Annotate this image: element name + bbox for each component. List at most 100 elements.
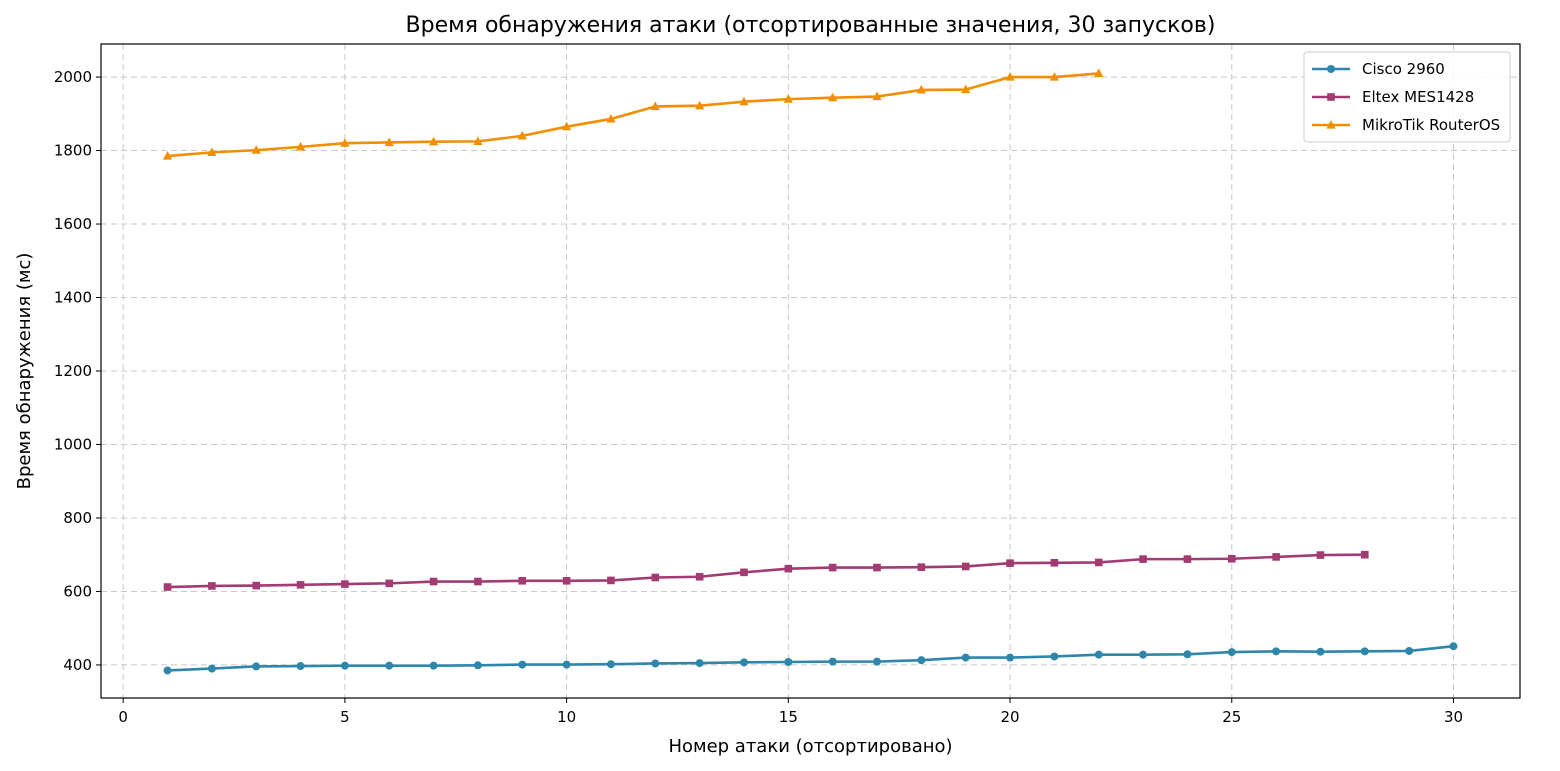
x-tick-label: 10: [557, 708, 576, 726]
y-tick-label: 1200: [54, 362, 92, 380]
data-point: [916, 84, 926, 94]
data-point: [607, 576, 615, 585]
data-point: [739, 658, 748, 667]
grid-lines: [101, 44, 1520, 698]
legend: Cisco 2960 Eltex MES1428 MikroTik RouterOS: [1303, 51, 1511, 143]
data-point: [739, 96, 749, 106]
data-point: [428, 136, 439, 146]
y-tick-label: 800: [63, 509, 92, 527]
data-point: [252, 581, 261, 590]
data-point: [341, 580, 349, 588]
data-point: [606, 660, 615, 669]
data-point: [783, 94, 793, 103]
data-point: [828, 657, 837, 666]
data-point: [518, 576, 527, 585]
data-point: [473, 661, 482, 670]
data-point: [562, 576, 571, 585]
legend-label: MikroTik RouterOS: [1362, 116, 1500, 134]
legend-marker: [1327, 65, 1335, 73]
data-point: [1006, 653, 1015, 662]
data-point: [207, 147, 217, 156]
data-point: [873, 657, 882, 666]
data-point: [695, 659, 704, 668]
series-line: [167, 72, 1099, 158]
data-point: [251, 145, 261, 154]
data-point: [1094, 68, 1104, 77]
data-point: [872, 91, 882, 101]
x-tick-label: 25: [1222, 708, 1241, 726]
data-point: [606, 113, 616, 123]
legend-box: [1303, 51, 1511, 143]
data-point: [518, 660, 527, 669]
legend-item: Cisco 2960: [1312, 60, 1445, 78]
data-point: [651, 659, 660, 668]
y-tick-label: 1000: [54, 435, 92, 453]
data-point: [1049, 72, 1059, 81]
data-point: [295, 141, 306, 151]
data-point: [828, 92, 838, 102]
data-point: [1272, 647, 1281, 656]
series-mikrotik-routeros: [162, 68, 1104, 160]
series-line: [167, 553, 1365, 589]
series-eltex-mes1428: [163, 550, 1369, 591]
y-tick-label: 1400: [54, 289, 92, 307]
data-point: [1360, 647, 1369, 656]
data-point: [1005, 72, 1015, 81]
data-point: [1316, 647, 1325, 656]
y-tick-label: 400: [63, 656, 92, 674]
data-point: [961, 84, 971, 94]
data-point: [873, 563, 881, 572]
data-point: [1272, 553, 1280, 561]
data-point: [163, 583, 172, 591]
data-point: [651, 573, 660, 582]
data-point: [474, 577, 482, 586]
legend-label: Eltex MES1428: [1362, 88, 1474, 106]
y-tick-label: 600: [63, 582, 92, 600]
legend-label: Cisco 2960: [1362, 60, 1445, 78]
data-point: [1050, 558, 1059, 567]
data-point: [385, 661, 394, 670]
data-point: [961, 562, 970, 571]
data-point: [740, 568, 748, 577]
data-point: [162, 151, 173, 160]
y-tick-label: 2000: [54, 68, 92, 86]
x-tick-label: 30: [1444, 708, 1463, 726]
data-point: [207, 664, 216, 673]
data-point: [562, 121, 572, 131]
data-point: [296, 662, 305, 671]
x-tick-label: 0: [118, 708, 128, 726]
legend-item: Eltex MES1428: [1312, 88, 1474, 106]
data-point: [1227, 554, 1236, 563]
data-point: [296, 581, 305, 589]
data-point: [1094, 558, 1103, 567]
data-point: [340, 138, 350, 147]
data-point: [429, 661, 438, 670]
series-cisco-2960: [163, 642, 1458, 675]
data-point: [961, 653, 970, 662]
data-point: [1139, 555, 1147, 563]
axis-ticks: 0 5 10 15 20 25 30 400 600 800 1000 1200 1400 1600 180…: [54, 68, 1463, 726]
data-point: [650, 101, 660, 111]
data-point: [429, 577, 438, 586]
data-point: [1449, 642, 1458, 651]
y-tick-label: 1600: [54, 215, 92, 233]
legend-item: MikroTik RouterOS: [1312, 116, 1500, 134]
data-point: [208, 582, 216, 590]
data-point: [1139, 650, 1148, 659]
y-axis-label: Время обнаружения (мс): [14, 253, 35, 490]
data-point: [1183, 555, 1192, 563]
x-tick-label: 15: [779, 708, 798, 726]
data-point: [252, 662, 261, 671]
y-tick-label: 1800: [54, 142, 92, 160]
data-point: [1050, 652, 1059, 661]
data-point: [384, 137, 394, 147]
data-point: [917, 656, 926, 665]
series-line: [167, 644, 1454, 672]
data-series: [162, 68, 1458, 675]
data-point: [562, 660, 571, 669]
data-point: [1094, 650, 1103, 659]
data-point: [1405, 646, 1414, 655]
x-axis-label: Номер атаки (отсортировано): [668, 736, 952, 757]
x-tick-label: 20: [1001, 708, 1020, 726]
